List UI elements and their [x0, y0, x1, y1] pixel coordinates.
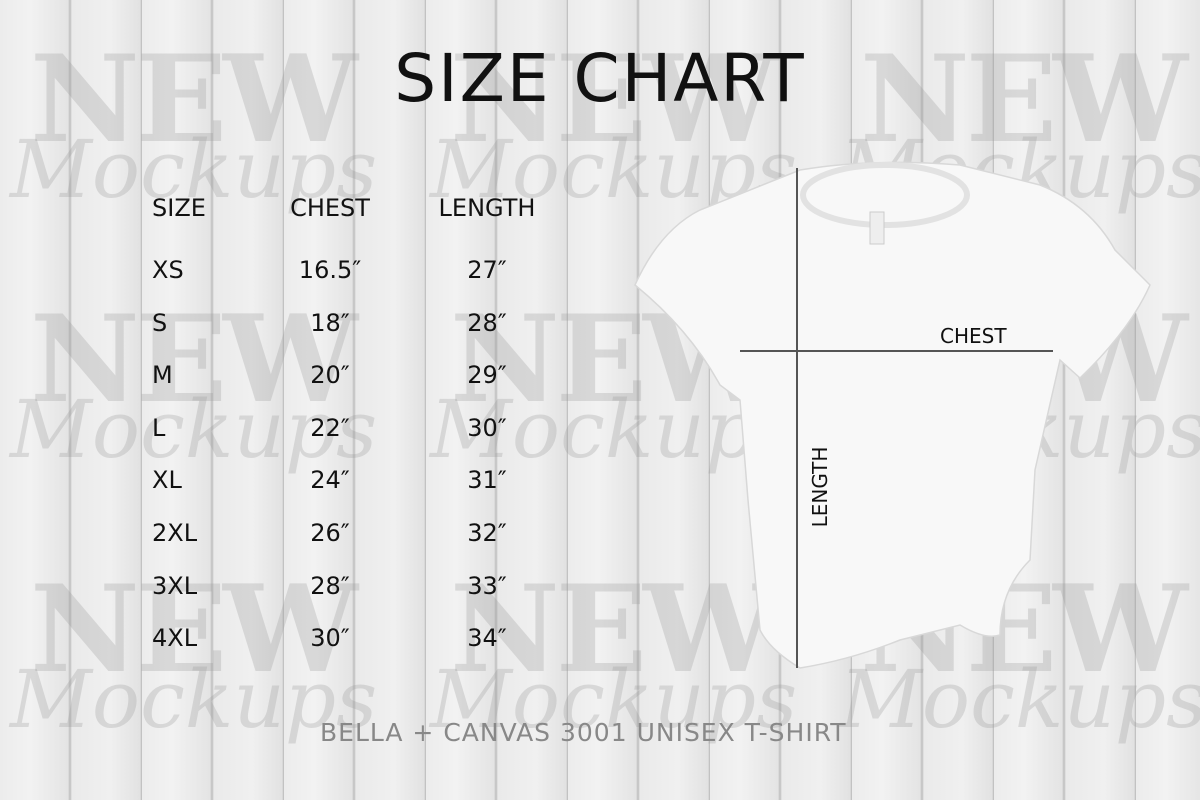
- cell-length: 33″: [467, 571, 507, 600]
- header-chest: CHEST: [290, 194, 370, 222]
- cell-chest: 20″: [310, 361, 350, 390]
- cell-length: 28″: [467, 308, 507, 337]
- cell-chest: 30″: [310, 624, 350, 653]
- tshirt-shape: [634, 161, 1151, 669]
- length-label: LENGTH: [808, 446, 832, 528]
- cell-size: 4XL: [152, 624, 198, 653]
- cell-size: 2XL: [152, 519, 198, 547]
- page-title: SIZE CHART: [394, 40, 806, 117]
- cell-length: 31″: [467, 466, 507, 495]
- cell-size: XL: [152, 466, 182, 495]
- cell-length: 29″: [467, 361, 507, 390]
- product-caption: BELLA + CANVAS 3001 UNISEX T-SHIRT: [320, 718, 847, 747]
- cell-chest: 22″: [310, 413, 350, 442]
- cell-chest: 24″: [310, 466, 350, 495]
- tshirt-tag: [869, 211, 885, 245]
- chest-label: CHEST: [940, 324, 1007, 348]
- cell-length: 34″: [467, 624, 507, 653]
- cell-size: L: [152, 413, 166, 442]
- cell-chest: 16.5″: [298, 256, 362, 284]
- cell-length: 27″: [467, 256, 507, 284]
- cell-chest: 26″: [310, 519, 350, 547]
- cell-size: S: [152, 308, 168, 337]
- cell-size: XS: [152, 256, 184, 284]
- header-length: LENGTH: [438, 194, 536, 222]
- header-size: SIZE: [152, 194, 206, 222]
- cell-size: 3XL: [152, 571, 198, 600]
- cell-chest: 28″: [310, 571, 350, 600]
- cell-length: 32″: [467, 519, 507, 547]
- cell-length: 30″: [467, 413, 507, 442]
- tshirt-collar: [800, 162, 970, 228]
- cell-chest: 18″: [310, 308, 350, 337]
- cell-size: M: [152, 361, 173, 390]
